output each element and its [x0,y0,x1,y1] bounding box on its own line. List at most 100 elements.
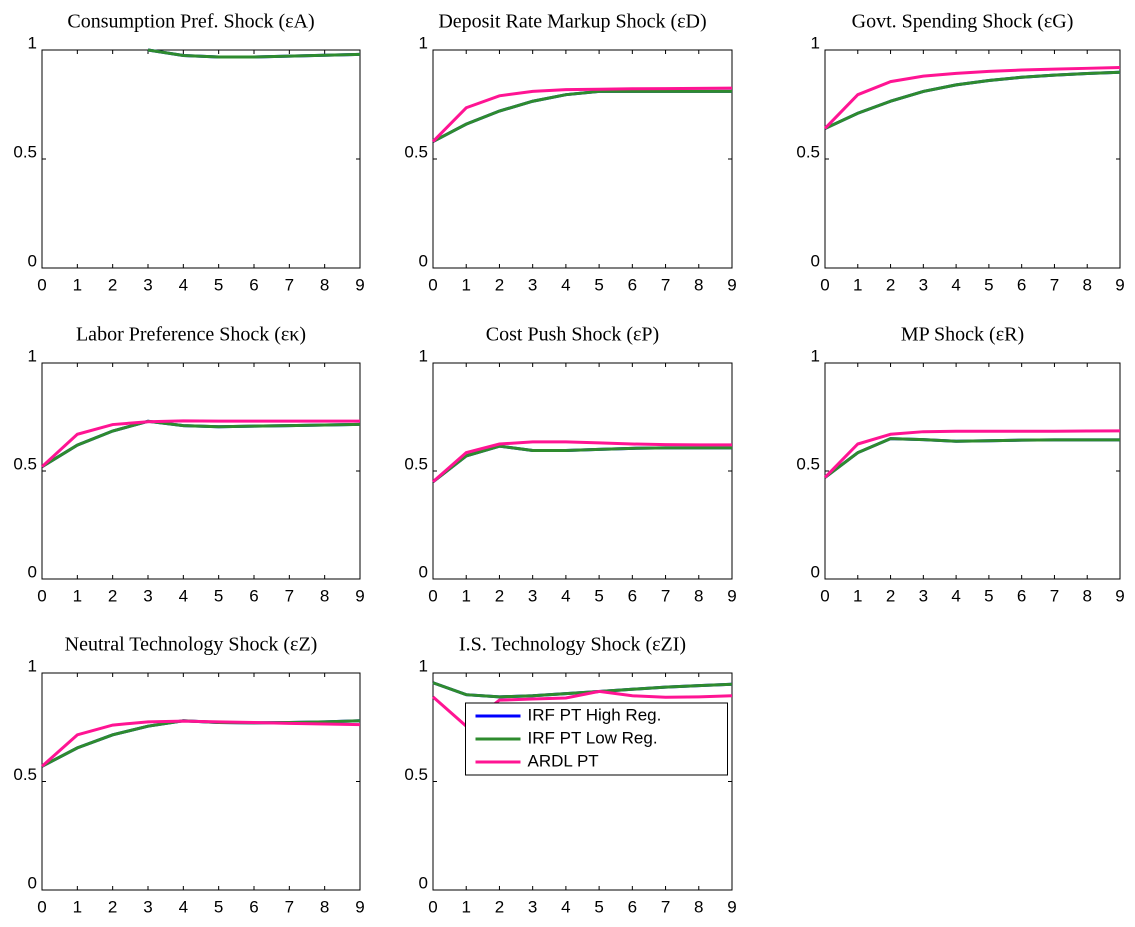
series-line [823,65,1121,130]
x-tick-label: 0 [820,586,829,605]
x-tick-label: 8 [320,586,329,605]
y-tick-label: 0.5 [404,454,428,473]
x-tick-label: 3 [919,275,928,294]
x-tick-label: 5 [214,275,223,294]
x-tick-label: 6 [1017,275,1026,294]
x-tick-label: 5 [984,586,993,605]
series-line [147,48,361,59]
x-tick-label: 1 [461,586,470,605]
x-tick-label: 3 [919,586,928,605]
x-tick-label: 0 [37,586,46,605]
x-tick-label: 9 [727,586,736,605]
y-tick-label: 0 [811,251,820,270]
y-tick-label: 0 [419,251,428,270]
x-tick-label: 9 [355,586,364,605]
legend-label: IRF PT Low Reg. [528,728,658,747]
x-tick-label: 6 [628,586,637,605]
legend-label: IRF PT High Reg. [528,705,662,724]
chart-title: MP Shock (εR) [901,324,1024,346]
x-tick-label: 7 [661,897,670,916]
x-tick-label: 2 [886,275,895,294]
x-tick-label: 1 [853,586,862,605]
x-tick-label: 7 [285,275,294,294]
chart-title: Deposit Rate Markup Shock (εD) [438,11,706,33]
x-tick-label: 2 [108,275,117,294]
y-tick-label: 0.5 [13,765,37,784]
series-line [432,681,733,699]
x-tick-label: 9 [355,897,364,916]
x-tick-label: 0 [428,897,437,916]
x-tick-label: 1 [853,275,862,294]
series-line [431,86,733,143]
y-tick-label: 0 [28,562,37,581]
legend-label: ARDL PT [528,751,599,770]
series-line [824,437,1120,479]
axes-box [41,672,361,891]
x-tick-label: 1 [461,275,470,294]
y-tick-label: 1 [419,33,428,52]
x-tick-label: 7 [1050,586,1059,605]
series-line [40,419,360,468]
chart-title: Consumption Pref. Shock (εA) [67,11,314,33]
y-tick-label: 0 [811,562,820,581]
chart-title: Govt. Spending Shock (εG) [852,11,1074,33]
series-line [432,440,732,483]
x-tick-label: 7 [661,275,670,294]
y-tick-label: 0.5 [796,454,820,473]
series-line [41,719,361,768]
x-tick-label: 9 [727,897,736,916]
y-tick-label: 1 [28,346,37,365]
axes-box [432,49,733,269]
x-tick-label: 8 [694,586,703,605]
x-tick-label: 0 [428,275,437,294]
x-tick-label: 3 [528,275,537,294]
x-tick-label: 4 [179,275,188,294]
x-tick-label: 0 [37,275,46,294]
y-tick-label: 1 [811,33,820,52]
y-tick-label: 0.5 [404,765,428,784]
y-tick-label: 1 [419,346,428,365]
x-tick-label: 7 [661,586,670,605]
x-tick-label: 0 [428,586,437,605]
x-tick-label: 5 [594,275,603,294]
x-tick-label: 3 [143,275,152,294]
subplot: Deposit Rate Markup Shock (εD) 0 1 2 3 4 5 6 7 8 9… [404,11,736,295]
subplot: Cost Push Shock (εP) 0 1 2 3 4 5 6 7 8 9 0 0.5 1 [404,324,736,606]
x-tick-label: 5 [594,897,603,916]
x-tick-label: 4 [179,897,188,916]
x-tick-label: 2 [495,275,504,294]
x-tick-label: 6 [628,275,637,294]
x-tick-label: 9 [727,275,736,294]
axes-box [41,49,361,269]
y-tick-label: 0 [419,873,428,892]
series-line [823,429,1121,479]
y-tick-label: 1 [811,346,820,365]
y-tick-label: 1 [28,33,37,52]
axes-box [824,362,1121,580]
axes-box [41,362,361,580]
x-tick-label: 0 [820,275,829,294]
x-tick-label: 3 [528,586,537,605]
x-tick-label: 1 [461,897,470,916]
y-tick-label: 0 [28,873,37,892]
x-tick-label: 2 [108,897,117,916]
x-tick-label: 5 [984,275,993,294]
subplot: MP Shock (εR) 0 1 2 3 4 5 6 7 8 9 0 0.5 1 [796,324,1124,606]
x-tick-label: 5 [594,586,603,605]
x-tick-label: 2 [886,586,895,605]
y-tick-label: 0.5 [13,142,37,161]
x-tick-label: 6 [249,586,258,605]
y-tick-label: 0 [28,251,37,270]
x-tick-label: 7 [285,586,294,605]
chart-title: Neutral Technology Shock (εZ) [65,634,318,656]
series-line [432,444,732,483]
x-tick-label: 7 [285,897,294,916]
subplot: Govt. Spending Shock (εG) 0 1 2 3 4 5 6 7 8 9 0 0.5 1 [796,11,1124,295]
y-tick-label: 0 [419,562,428,581]
x-tick-label: 4 [179,586,188,605]
x-tick-label: 0 [37,897,46,916]
x-tick-label: 2 [495,897,504,916]
x-tick-label: 8 [1082,586,1091,605]
axes-box [432,362,733,580]
